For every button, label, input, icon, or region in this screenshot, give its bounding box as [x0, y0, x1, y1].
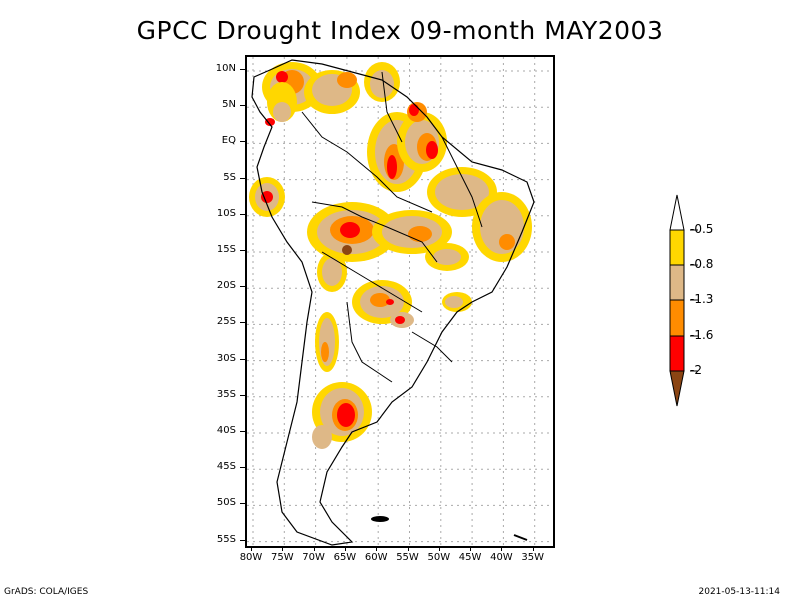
map-frame — [245, 55, 555, 548]
lat-tick — [240, 105, 245, 107]
lat-tick-label: 40S — [216, 425, 236, 436]
drought-area — [265, 118, 275, 126]
lon-tick-label: 45W — [458, 552, 482, 563]
lat-tick-label: 55S — [216, 533, 236, 545]
lon-tick-label: 60W — [364, 552, 388, 563]
lat-tick — [240, 213, 245, 215]
country-border — [346, 301, 393, 383]
country-border — [381, 71, 403, 143]
colorbar-swatch-tan — [669, 264, 685, 301]
drought-area — [387, 155, 397, 179]
lat-tick-label: 30S — [216, 352, 236, 364]
drought-area — [261, 191, 273, 203]
colorbar-label: -2 — [690, 363, 702, 377]
lon-tick-label: 80W — [239, 552, 263, 563]
colorbar — [669, 194, 698, 407]
lat-tick — [240, 286, 245, 288]
country-border — [411, 331, 453, 363]
country-border — [321, 251, 423, 313]
coastline — [251, 59, 535, 546]
drought-area — [409, 104, 419, 116]
lat-tick-label: EQ — [221, 135, 236, 147]
lon-tick — [251, 546, 252, 551]
drought-area — [445, 296, 463, 308]
lat-tick — [240, 69, 245, 70]
lat-tick — [240, 322, 245, 324]
falkland-islands — [371, 516, 389, 522]
drought-area — [395, 316, 405, 324]
lat-tick-label: 10N — [215, 63, 236, 74]
colorbar-bottom-arrow — [669, 370, 685, 407]
lat-tick-label: 5S — [223, 171, 236, 183]
drought-area — [312, 425, 332, 449]
lon-tick-label: 65W — [333, 552, 357, 563]
drought-area — [370, 293, 390, 307]
lon-tick — [532, 546, 534, 551]
lon-tick — [470, 546, 472, 551]
lat-tick — [240, 358, 245, 360]
country-border — [301, 111, 433, 213]
colorbar-top-arrow — [669, 194, 685, 231]
drought-map — [247, 57, 553, 546]
drought-area — [435, 174, 489, 210]
lat-tick — [240, 177, 245, 179]
drought-area — [273, 102, 291, 122]
lat-tick-label: 25S — [216, 316, 236, 328]
lat-tick-label: 10S — [216, 207, 236, 219]
lat-tick — [240, 394, 245, 396]
lat-tick-label: 5N — [222, 99, 236, 111]
lat-tick — [240, 431, 245, 432]
colorbar-swatch-red — [669, 335, 685, 372]
drought-area — [337, 403, 355, 427]
drought-area — [370, 70, 394, 98]
lat-tick — [240, 467, 245, 469]
drought-area — [426, 141, 438, 159]
south-georgia — [513, 534, 528, 541]
lat-tick-label: 50S — [216, 497, 236, 509]
lon-tick — [344, 546, 346, 551]
colorbar-swatch-yellow — [669, 229, 685, 266]
lat-tick — [240, 503, 245, 505]
lat-tick — [240, 250, 245, 251]
lon-tick — [282, 546, 284, 551]
colorbar-label: -1.6 — [690, 328, 714, 342]
lat-tick — [240, 141, 245, 143]
lat-tick — [240, 539, 245, 541]
colorbar-label: -0.5 — [690, 222, 714, 236]
lon-tick-label: 70W — [302, 552, 325, 563]
lon-tick — [438, 546, 440, 551]
lon-tick — [376, 546, 378, 551]
drought-area — [322, 258, 342, 286]
lon-tick — [501, 546, 503, 551]
country-border — [441, 136, 483, 228]
chart-title: GPCC Drought Index 09-month MAY2003 — [136, 16, 664, 45]
drought-area — [499, 234, 515, 250]
lon-tick-label: 75W — [270, 552, 294, 563]
lat-tick-label: 20S — [216, 280, 236, 292]
colorbar-label: -1.3 — [690, 292, 714, 306]
lon-tick-label: 40W — [490, 552, 513, 563]
drought-area — [340, 222, 360, 238]
footer-timestamp: 2021-05-13-11:14 — [698, 587, 781, 597]
colorbar-label: -0.8 — [690, 257, 714, 271]
country-border — [311, 201, 438, 263]
lat-tick-label: 35S — [216, 388, 236, 400]
lon-tick-label: 55W — [396, 552, 419, 563]
drought-area — [337, 72, 357, 88]
drought-area — [276, 71, 288, 83]
drought-area — [408, 226, 432, 242]
lon-tick-label: 35W — [521, 552, 544, 563]
lat-tick-label: 45S — [216, 461, 236, 473]
lon-tick — [407, 546, 409, 551]
colorbar-swatch-orange — [669, 299, 685, 337]
lon-tick — [313, 546, 315, 551]
lon-tick-label: 50W — [427, 552, 451, 563]
drought-area — [342, 245, 352, 255]
drought-area — [321, 342, 329, 362]
footer-credit: GrADS: COLA/IGES — [4, 587, 89, 597]
lat-tick-label: 15S — [216, 244, 236, 255]
drought-area — [433, 249, 461, 265]
drought-area — [386, 299, 394, 305]
